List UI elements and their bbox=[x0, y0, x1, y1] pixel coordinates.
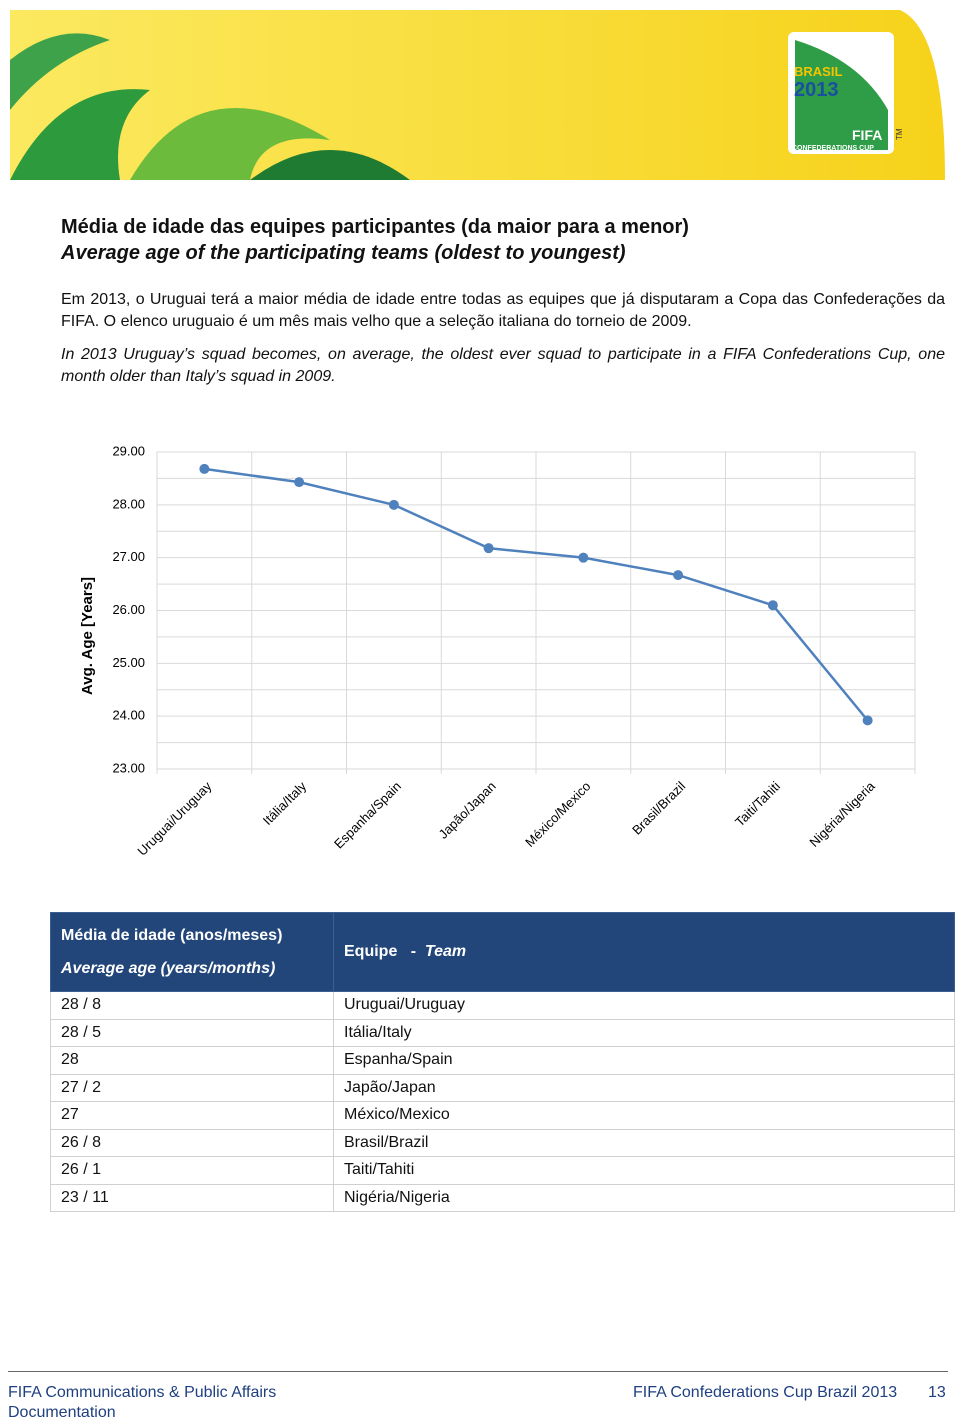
banner: BRASIL 2013 FIFA CONFEDERATIONS CUP TM bbox=[10, 10, 945, 180]
table-cell: Uruguai/Uruguay bbox=[333, 991, 955, 1020]
table-cell: 26 / 8 bbox=[50, 1128, 334, 1157]
table-cell: 28 / 8 bbox=[50, 991, 334, 1020]
y-tick-label: 23.00 bbox=[112, 760, 145, 775]
footer-rule bbox=[8, 1371, 948, 1372]
table-header: Média de idade (anos/meses) Average age (… bbox=[50, 912, 955, 992]
table-cell: México/Mexico bbox=[333, 1101, 955, 1130]
table-row: 27 México/Mexico bbox=[50, 1101, 955, 1130]
x-tick-label: Japão/Japan bbox=[435, 779, 498, 842]
logo-text: CONFEDERATIONS CUP bbox=[792, 145, 874, 152]
table-cell: Japão/Japan bbox=[333, 1073, 955, 1102]
table-row: 28 / 8 Uruguai/Uruguay bbox=[50, 991, 955, 1020]
table-row: 28 / 5 Itália/Italy bbox=[50, 1018, 955, 1047]
table-cell: Taiti/Tahiti bbox=[333, 1156, 955, 1185]
table-cell: Nigéria/Nigeria bbox=[333, 1183, 955, 1212]
footer-text: Documentation bbox=[8, 1404, 116, 1421]
logo-text: 2013 bbox=[794, 79, 839, 101]
y-tick-label: 28.00 bbox=[112, 496, 145, 511]
header-text: Average age (years/months) bbox=[61, 960, 276, 977]
table-row: 23 / 11 Nigéria/Nigeria bbox=[50, 1183, 955, 1212]
footer-text: FIFA Communications & Public Affairs bbox=[8, 1384, 277, 1401]
x-tick-label: Uruguai/Uruguay bbox=[134, 778, 214, 858]
page-number: 13 bbox=[928, 1384, 946, 1401]
x-tick-label: México/Mexico bbox=[522, 779, 593, 850]
table-cell: 27 bbox=[50, 1101, 334, 1130]
leaf bbox=[10, 89, 150, 180]
logo-text: BRASIL bbox=[794, 64, 842, 79]
table-cell: 28 / 5 bbox=[50, 1018, 334, 1047]
footer-left: FIFA Communications & Public Affairs Docu… bbox=[8, 1383, 276, 1423]
header-cell: Média de idade (anos/meses) Average age (… bbox=[50, 912, 334, 992]
table-cell: 28 bbox=[50, 1046, 334, 1075]
table-cell: 27 / 2 bbox=[50, 1073, 334, 1102]
y-tick-label: 25.00 bbox=[112, 655, 145, 670]
x-tick-label: Taiti/Tahiti bbox=[732, 778, 783, 829]
footer-text: FIFA Confederations Cup Brazil 2013 bbox=[633, 1384, 898, 1401]
table-cell: 23 / 11 bbox=[50, 1183, 334, 1212]
table-row: 28 Espanha/Spain bbox=[50, 1046, 955, 1075]
y-tick-label: 26.00 bbox=[112, 602, 145, 617]
marker bbox=[767, 600, 778, 611]
header-text: Team bbox=[424, 943, 467, 960]
logo-text: TM bbox=[895, 128, 904, 140]
marker bbox=[388, 499, 399, 510]
x-tick-label: Brasil/Brazil bbox=[629, 778, 688, 837]
y-tick-label: 27.00 bbox=[112, 549, 145, 564]
table-row: 26 / 8 Brasil/Brazil bbox=[50, 1128, 955, 1157]
y-axis-title: Avg. Age [Years] bbox=[79, 577, 96, 695]
marker bbox=[294, 477, 305, 488]
line bbox=[204, 467, 869, 722]
leaf bbox=[250, 150, 410, 180]
paragraph: Em 2013, o Uruguai terá a maior média de… bbox=[61, 291, 945, 330]
table-body: 28 / 8 Uruguai/Uruguay 28 / 5 Itália/Italy 2… bbox=[50, 991, 955, 1212]
x-tick-label: Itália/Italy bbox=[260, 778, 310, 828]
table-row: 27 / 2 Japão/Japan bbox=[50, 1073, 955, 1102]
table-row: 26 / 1 Taiti/Tahiti bbox=[50, 1156, 955, 1185]
title: Average age of the participating teams (… bbox=[61, 242, 626, 264]
table-cell: 26 / 1 bbox=[50, 1156, 334, 1185]
header-cell: Equipe - Team bbox=[333, 912, 955, 992]
paragraph: In 2013 Uruguay’s squad becomes, on aver… bbox=[61, 346, 945, 385]
marker bbox=[199, 463, 210, 474]
leaf bbox=[10, 33, 110, 111]
table-cell: Espanha/Spain bbox=[333, 1046, 955, 1075]
marker bbox=[578, 552, 589, 563]
table-cell: Itália/Italy bbox=[333, 1018, 955, 1047]
header-text: - bbox=[410, 943, 417, 960]
marker bbox=[862, 715, 873, 726]
header-text: Média de idade (anos/meses) bbox=[61, 927, 283, 944]
x-tick-label: Espanha/Spain bbox=[331, 779, 404, 852]
marker bbox=[673, 570, 684, 581]
leaf bbox=[130, 108, 330, 180]
logo-shape bbox=[795, 40, 888, 150]
x-tick-label: Nigéria/Nigeria bbox=[806, 778, 878, 850]
marker bbox=[483, 543, 494, 554]
header-text: Equipe bbox=[344, 943, 398, 960]
logo-text: FIFA bbox=[852, 127, 882, 143]
y-tick-label: 24.00 bbox=[112, 708, 145, 723]
y-tick-label: 29.00 bbox=[112, 443, 145, 458]
table: Média de idade (anos/meses) Average age (… bbox=[50, 912, 955, 1212]
table-cell: Brasil/Brazil bbox=[333, 1128, 955, 1157]
title: Média de idade das equipes participantes… bbox=[61, 216, 689, 238]
chart: Avg. Age [Years] 23.00 24.00 25.00 26.00 27.… bbox=[79, 443, 916, 859]
